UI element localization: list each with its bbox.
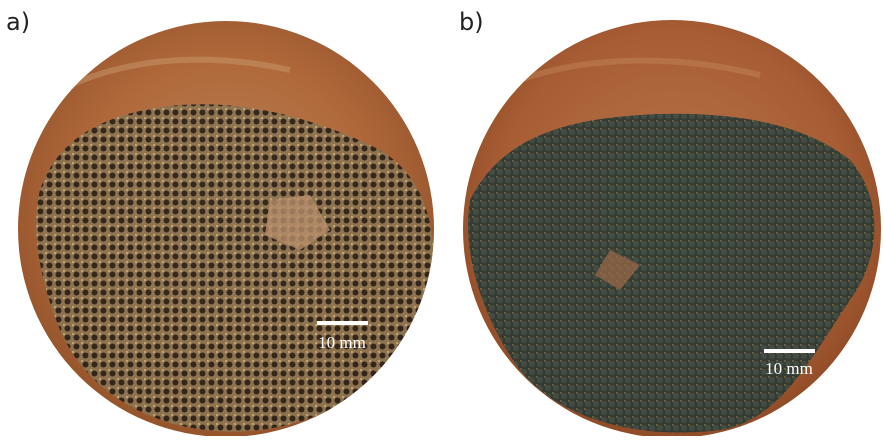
panel-label: b) [459, 8, 484, 36]
scale-label: 10 mm [765, 359, 813, 378]
figure: a) 10 mm b) 10 mm [0, 0, 883, 436]
soil-image [463, 20, 881, 436]
scale-label: 10 mm [318, 333, 366, 352]
panel-label: a) [6, 8, 30, 36]
soil-image [18, 21, 434, 436]
panel-a: a) 10 mm [6, 8, 434, 436]
panel-b: b) 10 mm [459, 8, 881, 436]
